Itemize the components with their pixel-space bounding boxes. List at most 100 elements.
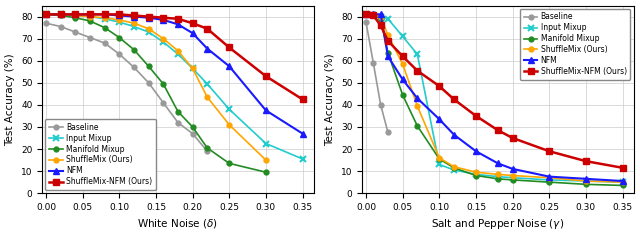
Input Mixup xyxy=(362,13,370,16)
Manifold Mixup xyxy=(494,178,502,180)
ShuffleMix (Ours) xyxy=(450,165,458,168)
NFM xyxy=(299,132,307,135)
Manifold Mixup xyxy=(42,13,50,16)
Manifold Mixup xyxy=(384,52,392,55)
Line: Manifold Mixup: Manifold Mixup xyxy=(364,12,625,188)
ShuffleMix-NFM (Ours) xyxy=(100,13,108,16)
Input Mixup xyxy=(57,13,65,16)
ShuffleMix-NFM (Ours) xyxy=(369,14,377,17)
ShuffleMix-NFM (Ours) xyxy=(619,166,627,169)
NFM xyxy=(472,150,480,153)
X-axis label: White Noise ($\delta$): White Noise ($\delta$) xyxy=(138,217,218,230)
Input Mixup xyxy=(145,31,152,33)
NFM xyxy=(57,13,65,16)
NFM xyxy=(42,13,50,16)
NFM xyxy=(100,13,108,16)
NFM xyxy=(362,13,370,16)
Baseline xyxy=(42,22,50,25)
Line: Manifold Mixup: Manifold Mixup xyxy=(44,12,268,175)
NFM xyxy=(509,168,516,170)
ShuffleMix-NFM (Ours) xyxy=(130,14,138,17)
Manifold Mixup xyxy=(582,183,589,186)
Baseline xyxy=(369,62,377,64)
Baseline xyxy=(159,101,167,104)
Manifold Mixup xyxy=(57,14,65,17)
ShuffleMix-NFM (Ours) xyxy=(42,13,50,16)
Manifold Mixup xyxy=(377,17,385,20)
Input Mixup xyxy=(399,35,406,38)
ShuffleMix (Ours) xyxy=(582,180,589,182)
Y-axis label: Test Accuracy (%): Test Accuracy (%) xyxy=(6,53,15,146)
Input Mixup xyxy=(369,14,377,17)
Line: Baseline: Baseline xyxy=(364,20,390,135)
Manifold Mixup xyxy=(413,124,421,127)
Input Mixup xyxy=(159,41,167,43)
NFM xyxy=(619,180,627,182)
Line: ShuffleMix (Ours): ShuffleMix (Ours) xyxy=(44,12,268,163)
ShuffleMix (Ours) xyxy=(159,37,167,40)
Baseline xyxy=(377,104,385,106)
ShuffleMix-NFM (Ours) xyxy=(174,17,182,20)
ShuffleMix (Ours) xyxy=(204,96,211,99)
Manifold Mixup xyxy=(174,110,182,113)
NFM xyxy=(130,15,138,18)
Baseline xyxy=(100,42,108,45)
ShuffleMix-NFM (Ours) xyxy=(377,24,385,27)
Input Mixup xyxy=(384,17,392,20)
Input Mixup xyxy=(413,53,421,55)
ShuffleMix-NFM (Ours) xyxy=(159,16,167,19)
ShuffleMix (Ours) xyxy=(362,13,370,16)
ShuffleMix-NFM (Ours) xyxy=(262,75,269,77)
Manifold Mixup xyxy=(130,48,138,51)
ShuffleMix (Ours) xyxy=(174,49,182,52)
Manifold Mixup xyxy=(472,174,480,177)
ShuffleMix-NFM (Ours) xyxy=(145,15,152,18)
Input Mixup xyxy=(130,25,138,28)
ShuffleMix (Ours) xyxy=(413,105,421,107)
Manifold Mixup xyxy=(450,166,458,169)
Manifold Mixup xyxy=(72,16,79,19)
ShuffleMix-NFM (Ours) xyxy=(72,13,79,16)
Input Mixup xyxy=(472,173,480,176)
ShuffleMix (Ours) xyxy=(619,181,627,183)
NFM xyxy=(582,178,589,180)
Input Mixup xyxy=(225,108,233,111)
NFM xyxy=(86,13,94,16)
Input Mixup xyxy=(72,14,79,17)
Baseline xyxy=(86,36,94,39)
ShuffleMix (Ours) xyxy=(72,14,79,17)
Input Mixup xyxy=(509,176,516,179)
ShuffleMix (Ours) xyxy=(100,16,108,19)
ShuffleMix (Ours) xyxy=(435,156,443,159)
ShuffleMix (Ours) xyxy=(494,173,502,176)
Input Mixup xyxy=(299,158,307,160)
Baseline xyxy=(384,131,392,134)
Line: ShuffleMix-NFM (Ours): ShuffleMix-NFM (Ours) xyxy=(43,11,306,102)
Baseline xyxy=(145,81,152,84)
Baseline xyxy=(204,150,211,153)
ShuffleMix-NFM (Ours) xyxy=(86,13,94,16)
Manifold Mixup xyxy=(145,65,152,68)
Baseline xyxy=(130,66,138,69)
ShuffleMix (Ours) xyxy=(545,176,553,179)
Input Mixup xyxy=(450,169,458,171)
Input Mixup xyxy=(435,163,443,166)
Baseline xyxy=(189,132,196,135)
ShuffleMix-NFM (Ours) xyxy=(413,69,421,72)
Line: NFM: NFM xyxy=(44,12,305,136)
Baseline xyxy=(57,25,65,28)
Manifold Mixup xyxy=(115,36,123,39)
NFM xyxy=(159,18,167,21)
ShuffleMix-NFM (Ours) xyxy=(204,27,211,30)
ShuffleMix-NFM (Ours) xyxy=(399,55,406,58)
ShuffleMix-NFM (Ours) xyxy=(545,150,553,153)
ShuffleMix-NFM (Ours) xyxy=(57,13,65,16)
ShuffleMix (Ours) xyxy=(189,67,196,70)
ShuffleMix (Ours) xyxy=(377,15,385,18)
Manifold Mixup xyxy=(435,158,443,160)
Manifold Mixup xyxy=(362,13,370,16)
ShuffleMix (Ours) xyxy=(145,27,152,30)
Input Mixup xyxy=(174,53,182,55)
ShuffleMix (Ours) xyxy=(42,13,50,16)
NFM xyxy=(225,65,233,68)
